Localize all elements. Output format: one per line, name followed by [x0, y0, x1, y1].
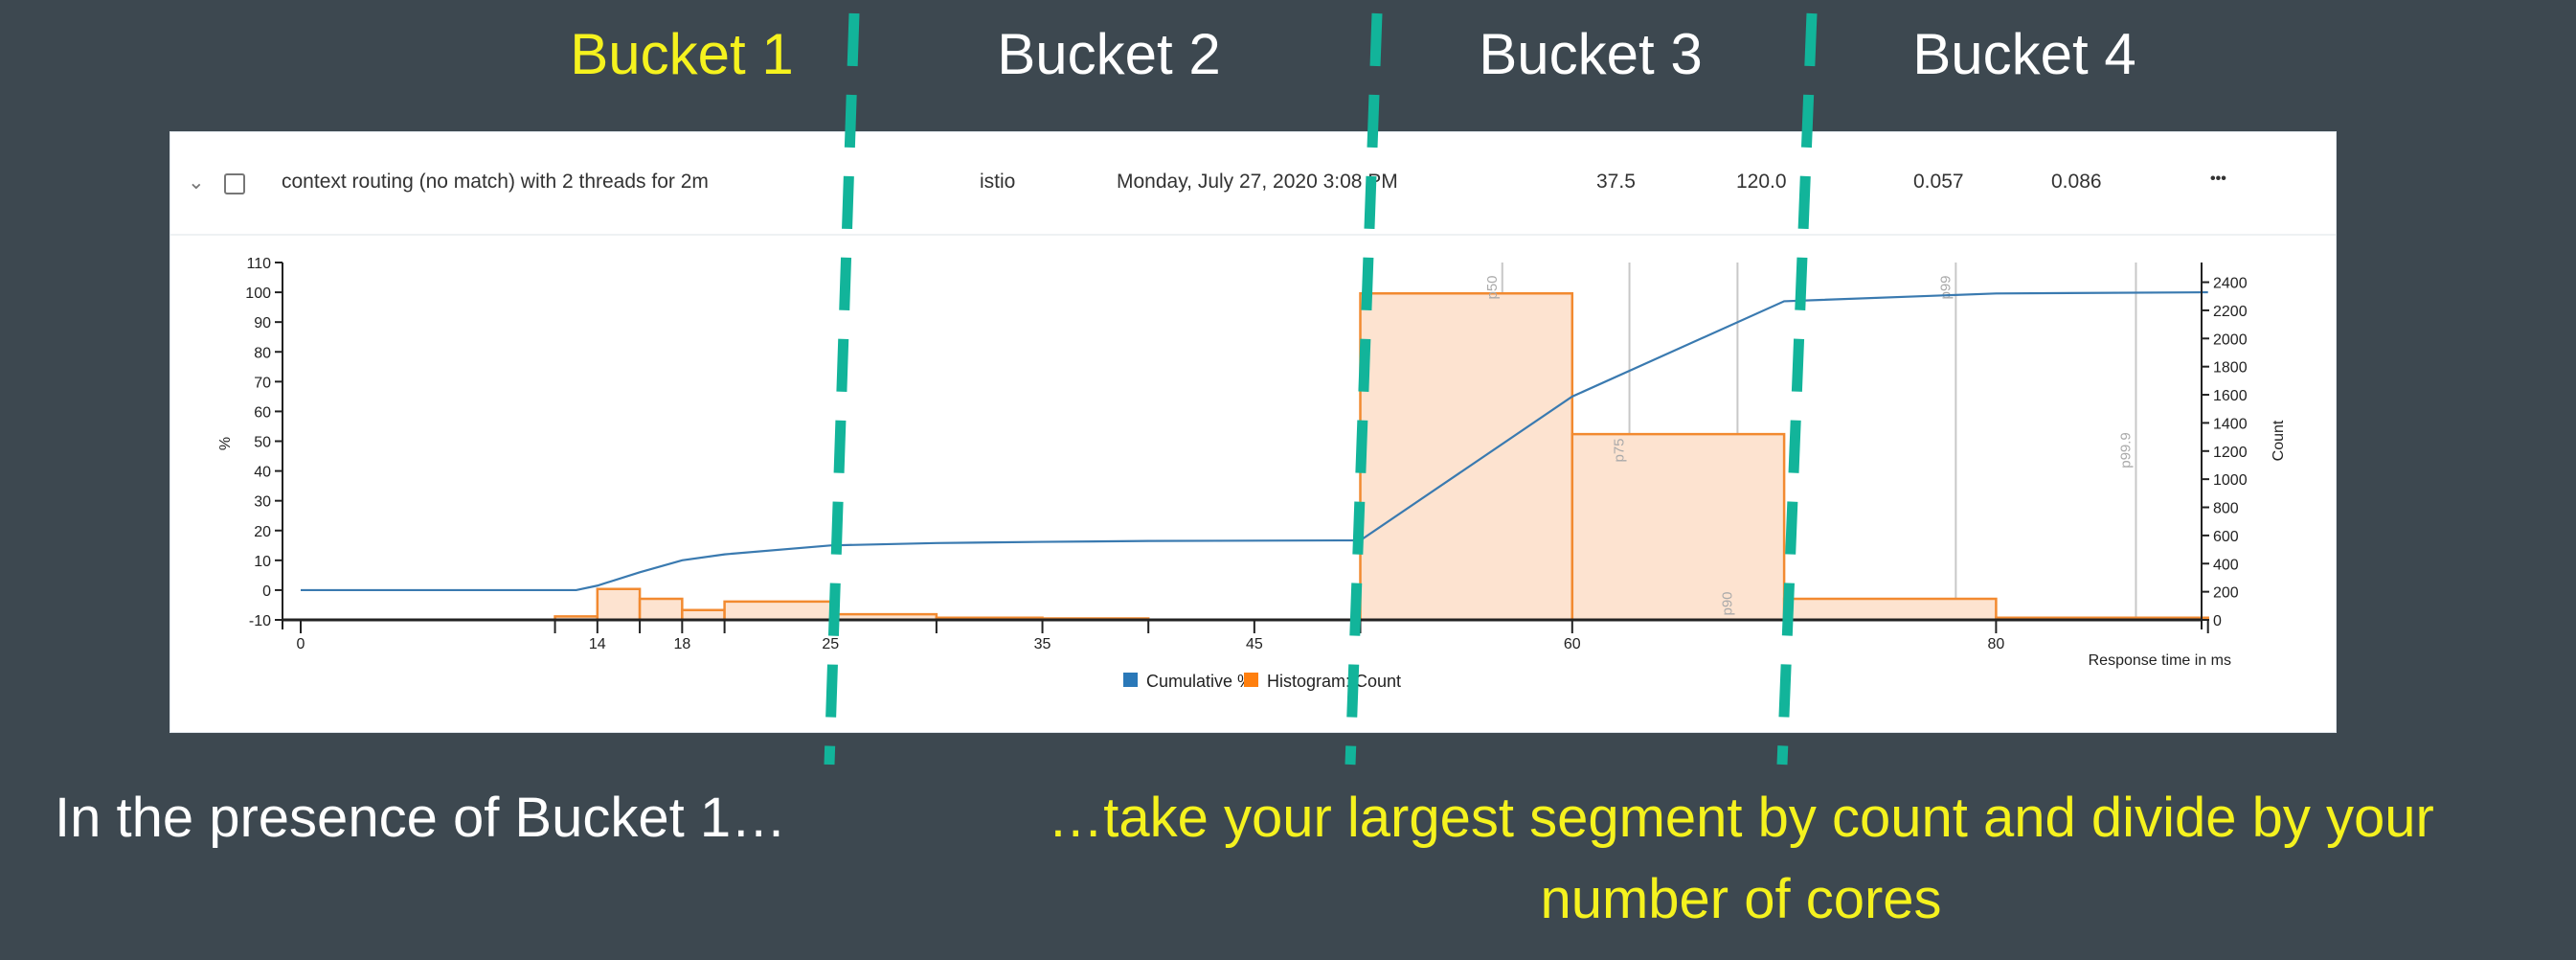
x-tick-label: 0	[297, 636, 305, 652]
left-tick-label: 0	[262, 583, 271, 600]
bucket-divider-dashed-line	[1776, 12, 1818, 766]
bucket-3-label: Bucket 3	[1479, 22, 1703, 86]
result-panel: ⌄ context routing (no match) with 2 thre…	[169, 131, 2337, 733]
left-tick-label: 20	[254, 524, 271, 540]
right-tick-label: 2200	[2213, 304, 2248, 320]
cumulative-line	[301, 290, 2208, 592]
left-tick-label: -10	[249, 613, 271, 629]
histogram-bar-outline	[1570, 432, 1786, 620]
left-tick-label: 40	[254, 465, 271, 481]
right-tick-label: 200	[2213, 585, 2239, 602]
histogram-bar	[597, 588, 641, 620]
right-tick-label: 1400	[2213, 416, 2248, 432]
bucket-divider-dashed-line	[824, 12, 860, 766]
bucket-4-label: Bucket 4	[1912, 22, 2136, 86]
x-tick-label: 80	[1988, 636, 2005, 652]
histogram-bar	[640, 598, 683, 620]
left-tick-label: 110	[246, 256, 271, 272]
left-tick-label: 100	[245, 286, 271, 302]
right-tick-label: 1200	[2213, 445, 2248, 461]
left-axis-label: %	[217, 437, 234, 450]
legend-label: Cumulative %	[1146, 672, 1253, 691]
row-col3: 0.057	[1913, 171, 1964, 193]
right-tick-label: 1600	[2213, 388, 2248, 404]
row-col1: 37.5	[1596, 171, 1636, 193]
left-tick-label: 70	[254, 375, 271, 391]
histogram-bar	[554, 616, 598, 620]
x-tick-label: 35	[1034, 636, 1051, 652]
left-tick-label: 30	[254, 494, 271, 511]
percentile-label: p75	[1612, 438, 1628, 462]
x-tick-label: 18	[673, 636, 690, 652]
bucket-divider-dashed-line	[1344, 12, 1383, 766]
left-tick-label: 60	[254, 404, 271, 421]
legend-swatch	[1123, 673, 1138, 687]
bucket-2-label: Bucket 2	[997, 22, 1221, 86]
percentile-label: p50	[1484, 275, 1501, 299]
histogram-bar	[1360, 293, 1572, 620]
more-options-button[interactable]: •••	[2210, 171, 2226, 187]
histogram-bar	[1784, 598, 1997, 620]
x-tick-label: 14	[589, 636, 606, 652]
x-tick-label: 45	[1246, 636, 1263, 652]
right-axis-label: Count	[2271, 420, 2287, 461]
histogram-bar	[682, 609, 725, 620]
histogram-bar	[830, 614, 937, 620]
legend-swatch	[1244, 673, 1258, 687]
row-col4: 0.086	[2051, 171, 2102, 193]
histogram-bar	[724, 601, 831, 620]
right-tick-label: 1800	[2213, 360, 2248, 377]
row-title: context routing (no match) with 2 thread…	[282, 171, 709, 193]
histogram-bar	[1571, 434, 1785, 620]
result-row[interactable]: ⌄ context routing (no match) with 2 thre…	[170, 132, 2336, 236]
x-tick-label: 25	[822, 636, 839, 652]
right-tick-label: 0	[2213, 613, 2222, 629]
right-tick-label: 2400	[2213, 276, 2248, 292]
x-axis-label: Response time in ms	[2089, 652, 2231, 669]
left-tick-label: 10	[254, 554, 271, 570]
right-tick-label: 2000	[2213, 331, 2248, 348]
percentile-label: p99.9	[2117, 432, 2134, 469]
caption-right-line2: number of cores	[1540, 868, 1942, 930]
row-checkbox[interactable]	[224, 173, 245, 194]
row-date: Monday, July 27, 2020 3:08 PM	[1117, 171, 1398, 193]
right-tick-label: 600	[2213, 529, 2239, 545]
row-label: istio	[980, 171, 1016, 193]
caption-left: In the presence of Bucket 1…	[55, 787, 787, 849]
x-tick-label: 60	[1564, 636, 1581, 652]
percentile-label: p90	[1719, 591, 1735, 615]
caption-right-line1: …take your largest segment by count and …	[1048, 787, 2434, 849]
left-tick-label: 90	[254, 315, 271, 331]
bucket-1-label: Bucket 1	[570, 22, 794, 86]
row-col2: 120.0	[1736, 171, 1787, 193]
right-tick-label: 1000	[2213, 472, 2248, 489]
chevron-down-icon[interactable]: ⌄	[188, 171, 205, 194]
legend-label: Histogram: Count	[1267, 672, 1401, 691]
left-tick-label: 50	[254, 435, 271, 451]
right-tick-label: 800	[2213, 501, 2239, 517]
percentile-label: p99	[1937, 275, 1954, 299]
left-tick-label: 80	[254, 345, 271, 361]
right-tick-label: 400	[2213, 557, 2239, 573]
